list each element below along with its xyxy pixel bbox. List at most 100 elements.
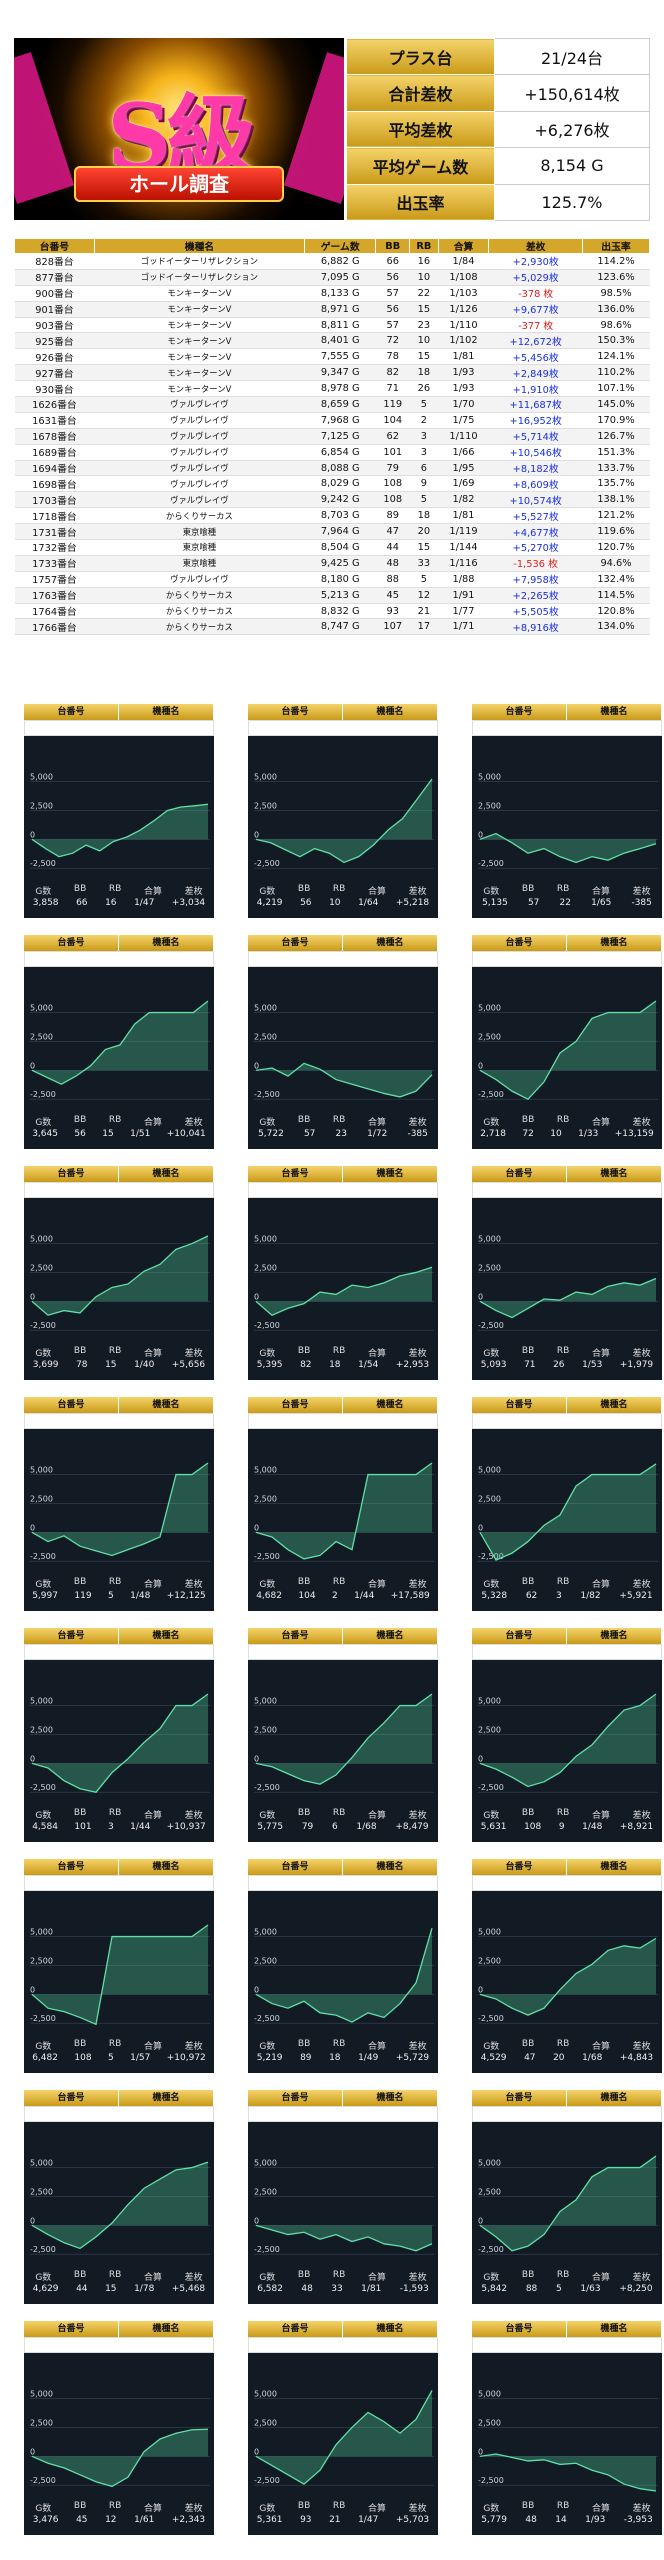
stat-label: BB [73, 1577, 87, 1587]
stat-value-gs: 1/48 [582, 1822, 603, 1832]
y-tick-label: -2,500 [30, 2245, 56, 2254]
model-header-label: 機種名 [567, 1397, 662, 1413]
y-tick-label: 2,500 [30, 2187, 53, 2196]
y-tick-label: -2,500 [254, 2476, 280, 2485]
stat-value-diff: +10,041 [166, 1129, 206, 1139]
stat-label: G数 [35, 2273, 52, 2283]
stat-value-g: 5,361 [256, 2515, 283, 2525]
unit-header-label: 台番号 [248, 1397, 343, 1413]
model-name [343, 2338, 437, 2352]
stat-label: RB [332, 1115, 346, 1125]
stat-value-diff: +5,921 [619, 1591, 653, 1601]
stat-value-diff: +2,953 [395, 1360, 430, 1370]
graph-line [255, 2224, 433, 2252]
y-tick-label: -2,500 [30, 1090, 56, 1099]
stat-value-g: 4,682 [256, 1591, 282, 1601]
stat-value-bb: 44 [76, 2284, 88, 2294]
unit-number [25, 1183, 119, 1197]
stat-label: RB [108, 1577, 122, 1587]
unit-header-label: 台番号 [472, 1628, 567, 1644]
graph-line [479, 2453, 657, 2492]
y-tick-label: 5,000 [30, 1004, 53, 1013]
stat-label: RB [556, 1808, 570, 1818]
stat-values: 5,361 93 21 1/47 +5,703 [248, 2515, 438, 2525]
stat-label: 合算 [591, 1349, 610, 1359]
table-cell: 72 [375, 332, 410, 350]
table-cell: 5 [409, 571, 439, 588]
stat-label: G数 [35, 1349, 52, 1359]
stat-label: G数 [259, 1118, 276, 1128]
stat-value-diff: +2,343 [171, 2515, 206, 2525]
table-row: 1698番台 ヴァルヴレイヴ 8,029 G 108 9 1/69 +8,609枚 135.7… [14, 475, 650, 493]
model-name [343, 1414, 437, 1428]
table-cell: 66 [375, 253, 410, 270]
table-cell: 126.7% [582, 428, 650, 445]
stat-label: G数 [483, 1811, 500, 1821]
stat-label: G数 [35, 887, 52, 897]
unit-number [473, 2338, 567, 2352]
model-name [119, 1414, 213, 1428]
unit-number [249, 2338, 343, 2352]
table-cell: 17 [409, 618, 439, 636]
table-cell: +10,546枚 [488, 444, 583, 461]
stat-value-bb: 48 [301, 2284, 313, 2294]
stat-value-rb: 15 [105, 1360, 117, 1370]
unit-number [249, 1414, 343, 1428]
stat-value-g: 3,858 [32, 898, 59, 908]
stat-label: 差枚 [184, 1811, 203, 1821]
table-row: 903番台 モンキーターンV 8,811 G 57 23 1/110 -377 枚 98.6% [14, 317, 650, 334]
table-cell: +2,930枚 [488, 253, 583, 270]
table-cell: 120.8% [582, 603, 650, 620]
table-cell: 3 [409, 428, 439, 445]
unit-chart-card: 台番号 機種名 5,000 2,500 0 -2,500 G数 BB RB 合算 差枚 5,997 11… [24, 1397, 214, 1611]
stat-label: 差枚 [184, 2273, 203, 2283]
table-cell: 47 [375, 523, 410, 541]
stat-value-rb: 18 [329, 1360, 341, 1370]
table-cell: -378 枚 [488, 285, 583, 302]
stat-value-bb: 88 [525, 2284, 538, 2294]
y-tick-label: 5,000 [30, 1697, 53, 1706]
table-cell: +5,527枚 [488, 507, 583, 525]
stat-value-bb: 57 [527, 898, 540, 908]
model-name [567, 952, 661, 966]
y-tick-label: 5,000 [254, 1697, 277, 1706]
summary-row: 出玉率 125.7% [346, 183, 650, 221]
model-name [567, 1414, 661, 1428]
unit-header-label: 台番号 [472, 1166, 567, 1182]
model-name [119, 2338, 213, 2352]
table-row: 930番台 モンキーターンV 8,978 G 71 26 1/93 +1,910枚 107.1… [14, 380, 650, 398]
stat-values: 5,779 48 14 1/93 -3,953 [472, 2515, 662, 2525]
slump-graph: 5,000 2,500 0 -2,500 [30, 1000, 210, 1100]
unit-chart-card: 台番号 機種名 5,000 2,500 0 -2,500 G数 BB RB 合算 差枚 5,842 88… [472, 2090, 662, 2304]
table-cell: 26 [409, 380, 439, 398]
stat-label: RB [556, 2501, 570, 2511]
unit-number [473, 952, 567, 966]
stat-label: G数 [483, 1349, 500, 1359]
graph-line [479, 1693, 657, 1788]
table-cell: +8,916枚 [488, 618, 583, 636]
table-row: 1731番台 東京喰種 7,964 G 47 20 1/119 +4,677枚 119.6% [14, 523, 650, 541]
stat-value-diff: +1,979 [619, 1360, 654, 1370]
model-header-label: 機種名 [119, 1397, 214, 1413]
stat-label: BB [297, 2501, 311, 2511]
table-row: 900番台 モンキーターンV 8,133 G 57 22 1/103 -378 枚 98.5% [14, 285, 650, 302]
table-cell: 1/69 [438, 475, 489, 493]
slump-graph: 5,000 2,500 0 -2,500 [254, 1928, 434, 2024]
y-tick-label: 0 [254, 830, 259, 839]
unit-header-label: 台番号 [248, 1859, 343, 1875]
stat-values: 5,775 79 6 1/68 +8,479 [248, 1822, 438, 1832]
unit-number [25, 1876, 119, 1890]
unit-number [473, 1876, 567, 1890]
table-cell: 8,747 G [304, 618, 376, 636]
table-cell: 1689番台 [14, 444, 95, 461]
stat-label: BB [297, 2270, 311, 2280]
stat-label: 差枚 [632, 887, 651, 897]
stat-value-gs: 1/68 [356, 1822, 377, 1832]
stat-label: 合算 [367, 1811, 386, 1821]
summary-row: 合計差枚 +150,614枚 [346, 74, 650, 112]
model-header-label: 機種名 [119, 1166, 214, 1182]
table-row: 927番台 モンキーターンV 9,347 G 82 18 1/93 +2,849枚 110.2… [14, 364, 650, 382]
unit-number [25, 952, 119, 966]
stat-value-gs: 1/47 [134, 898, 155, 908]
stat-value-diff: +8,921 [619, 1822, 654, 1832]
